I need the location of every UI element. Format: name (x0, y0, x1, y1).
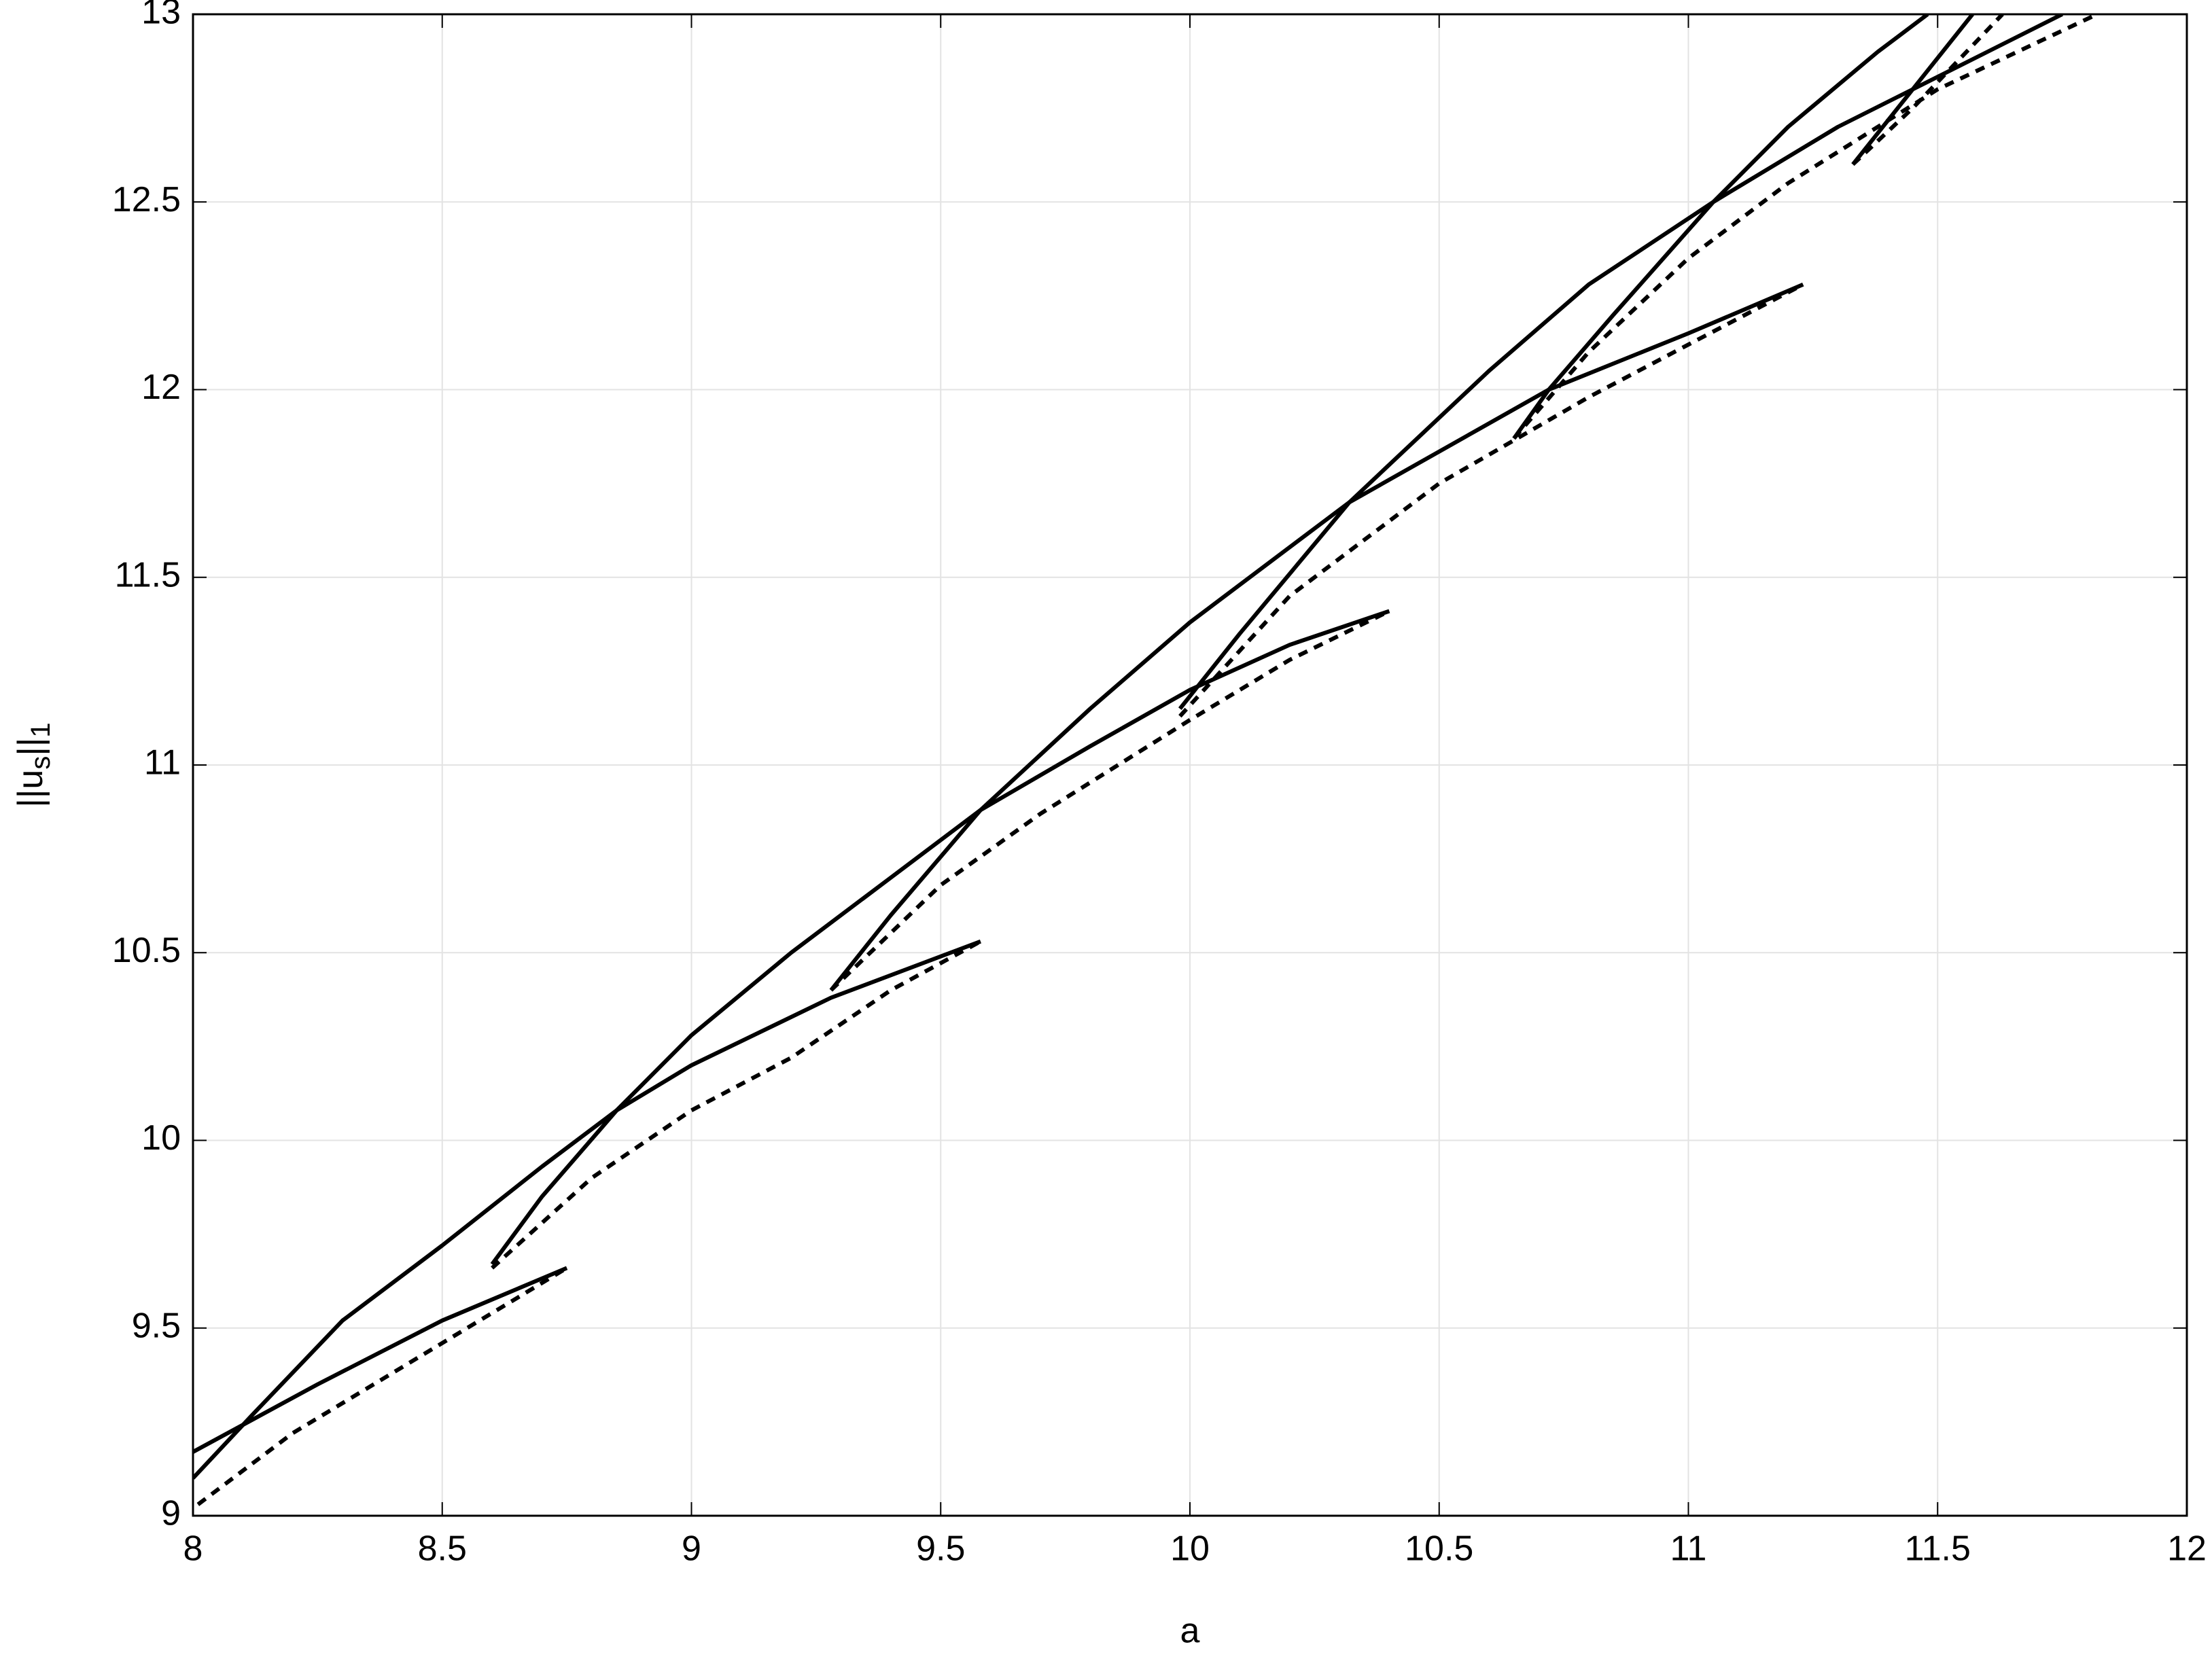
y-tick-label: 9 (161, 1494, 181, 1533)
x-tick-label: 11.5 (1905, 1529, 1971, 1569)
x-tick-label: 10.5 (1405, 1529, 1473, 1569)
y-tick-label: 10 (141, 1118, 181, 1158)
plot-lines (193, 14, 2099, 1506)
x-tick-label: 9 (682, 1529, 701, 1569)
x-tick-label: 8 (183, 1529, 203, 1569)
solid-line (829, 283, 1804, 992)
dashed-line (491, 940, 982, 1270)
y-tick-label: 11 (144, 743, 181, 783)
x-axis-label: a (1180, 1612, 1200, 1651)
y-tick-label: 11.5 (115, 555, 181, 594)
dashed-line (196, 1266, 568, 1506)
plot-frame (192, 13, 2188, 1517)
dashed-line (829, 609, 1390, 992)
y-label-part: ||u (11, 770, 50, 808)
solid-line (193, 1266, 568, 1454)
y-tick-label: 10.5 (112, 931, 181, 970)
y-tick-label: 12.5 (112, 180, 181, 219)
y-tick-label: 12 (141, 368, 181, 407)
solid-line (490, 609, 1390, 1266)
x-tick-label: 11 (1670, 1529, 1707, 1569)
x-tick-label: 8.5 (418, 1529, 467, 1569)
dashed-line (1512, 14, 2099, 440)
y-label-part: || (11, 738, 50, 756)
x-tick-label: 9.5 (916, 1529, 965, 1569)
solid-line (193, 939, 981, 1480)
y-tick-label: 9.5 (132, 1306, 181, 1345)
y-tick-label: 13 (141, 0, 181, 32)
y-axis-label: ||us||1 (11, 722, 56, 807)
y-label-sub: s (26, 756, 56, 770)
y-label-sub: 1 (26, 722, 56, 737)
solid-line (1851, 14, 1974, 166)
solid-line (1512, 14, 1929, 440)
x-tick-label: 10 (1170, 1529, 1210, 1569)
x-tick-label: 12 (2167, 1529, 2207, 1569)
solid-line (1178, 14, 2063, 710)
dashed-line (1851, 14, 2004, 166)
